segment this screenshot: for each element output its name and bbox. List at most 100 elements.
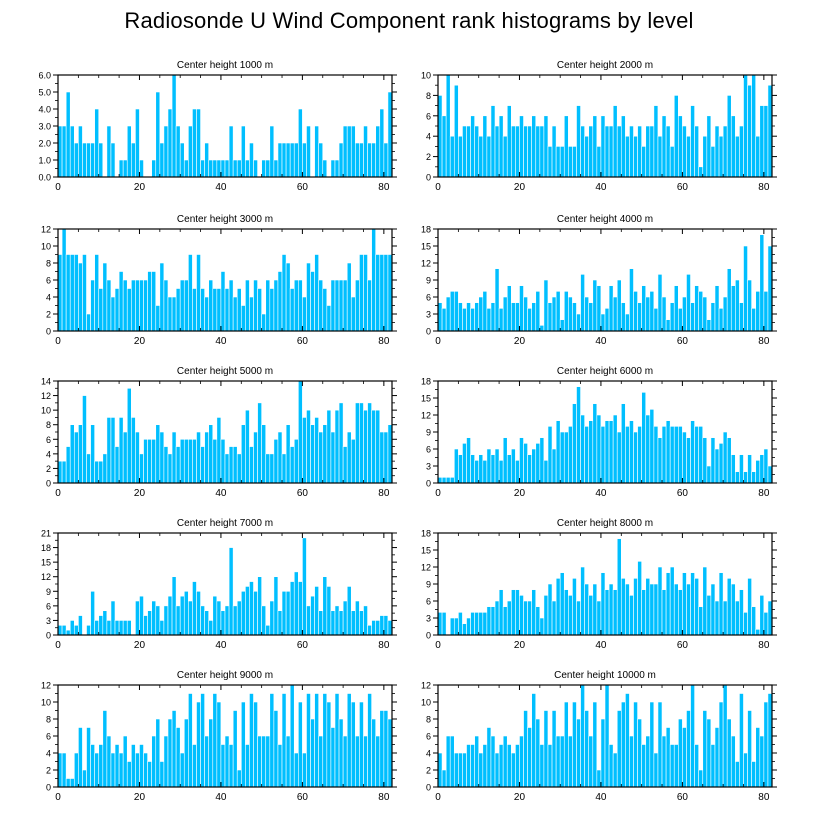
histogram-bar xyxy=(110,752,116,788)
histogram-bar xyxy=(600,426,606,484)
histogram-bar xyxy=(743,245,748,332)
histogram-bar xyxy=(698,606,704,636)
histogram-bar xyxy=(755,727,761,788)
histogram-bar xyxy=(523,710,528,788)
y-tick-label: 12 xyxy=(41,225,51,235)
histogram-bar xyxy=(204,431,210,484)
histogram-bar xyxy=(265,453,271,484)
histogram-bar xyxy=(253,159,258,178)
histogram-bar xyxy=(61,460,67,484)
histogram-bar xyxy=(698,426,704,484)
histogram-bar xyxy=(494,268,500,332)
histogram-bar xyxy=(759,105,765,178)
histogram-bar xyxy=(131,417,136,484)
histogram-bar xyxy=(584,296,590,332)
histogram-bar xyxy=(212,438,218,484)
y-tick-label: 12 xyxy=(41,391,51,401)
histogram-bar xyxy=(498,115,504,178)
histogram-bar xyxy=(383,431,389,484)
histogram-bar xyxy=(604,308,610,332)
histogram-bar xyxy=(572,701,577,788)
histogram-bar xyxy=(678,115,683,178)
histogram-bar xyxy=(122,735,128,788)
histogram-bar xyxy=(212,693,218,788)
histogram-bar xyxy=(249,142,254,178)
histogram-bar xyxy=(490,302,496,332)
histogram-bar xyxy=(722,125,728,178)
histogram-bar xyxy=(559,319,565,332)
histogram-bar xyxy=(539,437,545,484)
histogram-bar xyxy=(143,279,148,332)
histogram-bar xyxy=(139,595,144,636)
histogram-bar xyxy=(702,566,708,636)
y-tick-label: 18 xyxy=(421,529,431,539)
histogram-bar xyxy=(273,576,279,636)
histogram-bar xyxy=(375,254,381,332)
y-tick-label: 0 xyxy=(426,631,431,641)
histogram-bar xyxy=(236,159,242,178)
y-tick-label: 6 xyxy=(46,276,51,286)
histogram-bar xyxy=(453,84,459,178)
y-tick-label: 1.0 xyxy=(38,156,51,166)
histogram-bar xyxy=(743,471,748,484)
histogram-bar xyxy=(466,125,471,178)
histogram-bar xyxy=(563,701,569,788)
histogram-bar xyxy=(265,624,271,636)
histogram-bar xyxy=(718,572,724,636)
histogram-bar xyxy=(576,105,581,178)
histogram-bar xyxy=(57,752,63,788)
histogram-bar xyxy=(346,431,352,484)
histogram-bar xyxy=(490,606,496,636)
histogram-bar xyxy=(714,448,720,484)
histogram-bar xyxy=(722,296,728,332)
histogram-bar xyxy=(326,409,332,484)
histogram-bar xyxy=(604,420,610,484)
histogram-bar xyxy=(759,454,765,484)
histogram-bar xyxy=(629,595,634,636)
histogram-bar xyxy=(633,291,638,332)
histogram-bar xyxy=(559,431,565,484)
histogram-bar xyxy=(592,701,598,788)
histogram-bar xyxy=(265,735,271,788)
histogram-bar xyxy=(126,288,132,332)
histogram-bar xyxy=(318,610,324,636)
histogram-bar xyxy=(665,727,671,788)
histogram-bar xyxy=(208,159,214,178)
histogram-bar xyxy=(686,274,691,332)
histogram-bar xyxy=(277,271,283,332)
y-tick-label: 12 xyxy=(421,563,431,573)
histogram-bar xyxy=(265,159,271,178)
histogram-bar xyxy=(686,135,691,178)
histogram-bar xyxy=(143,438,148,484)
histogram-bar xyxy=(306,693,311,788)
histogram-bar xyxy=(293,438,299,484)
histogram-bar xyxy=(57,624,63,636)
histogram-bar xyxy=(608,285,614,332)
histogram-bar xyxy=(730,583,736,636)
histogram-bar xyxy=(531,115,537,178)
histogram-bar xyxy=(767,245,773,332)
figure-title: Radiosonde U Wind Component rank histogr… xyxy=(124,8,694,33)
histogram-bar xyxy=(281,693,287,788)
histogram-bar xyxy=(645,125,651,178)
histogram-bar xyxy=(547,302,553,332)
x-tick-label: 80 xyxy=(758,336,770,347)
histogram-bar xyxy=(73,752,79,788)
x-tick-label: 40 xyxy=(215,336,227,347)
histogram-bar xyxy=(151,159,157,178)
histogram-bar xyxy=(511,302,516,332)
histogram-bar xyxy=(523,443,528,484)
histogram-bar xyxy=(653,752,659,788)
histogram-bar xyxy=(678,426,683,484)
histogram-bar xyxy=(155,91,161,178)
y-tick-label: 6 xyxy=(426,293,431,303)
histogram-bar xyxy=(90,590,95,636)
histogram-bar xyxy=(458,135,463,178)
histogram-bar xyxy=(261,605,267,636)
histogram-bar xyxy=(78,125,83,178)
histogram-bar xyxy=(637,561,642,636)
x-tick-label: 40 xyxy=(595,182,607,193)
histogram-bar xyxy=(69,125,75,178)
x-tick-label: 40 xyxy=(215,640,227,651)
histogram-bar xyxy=(216,701,222,788)
